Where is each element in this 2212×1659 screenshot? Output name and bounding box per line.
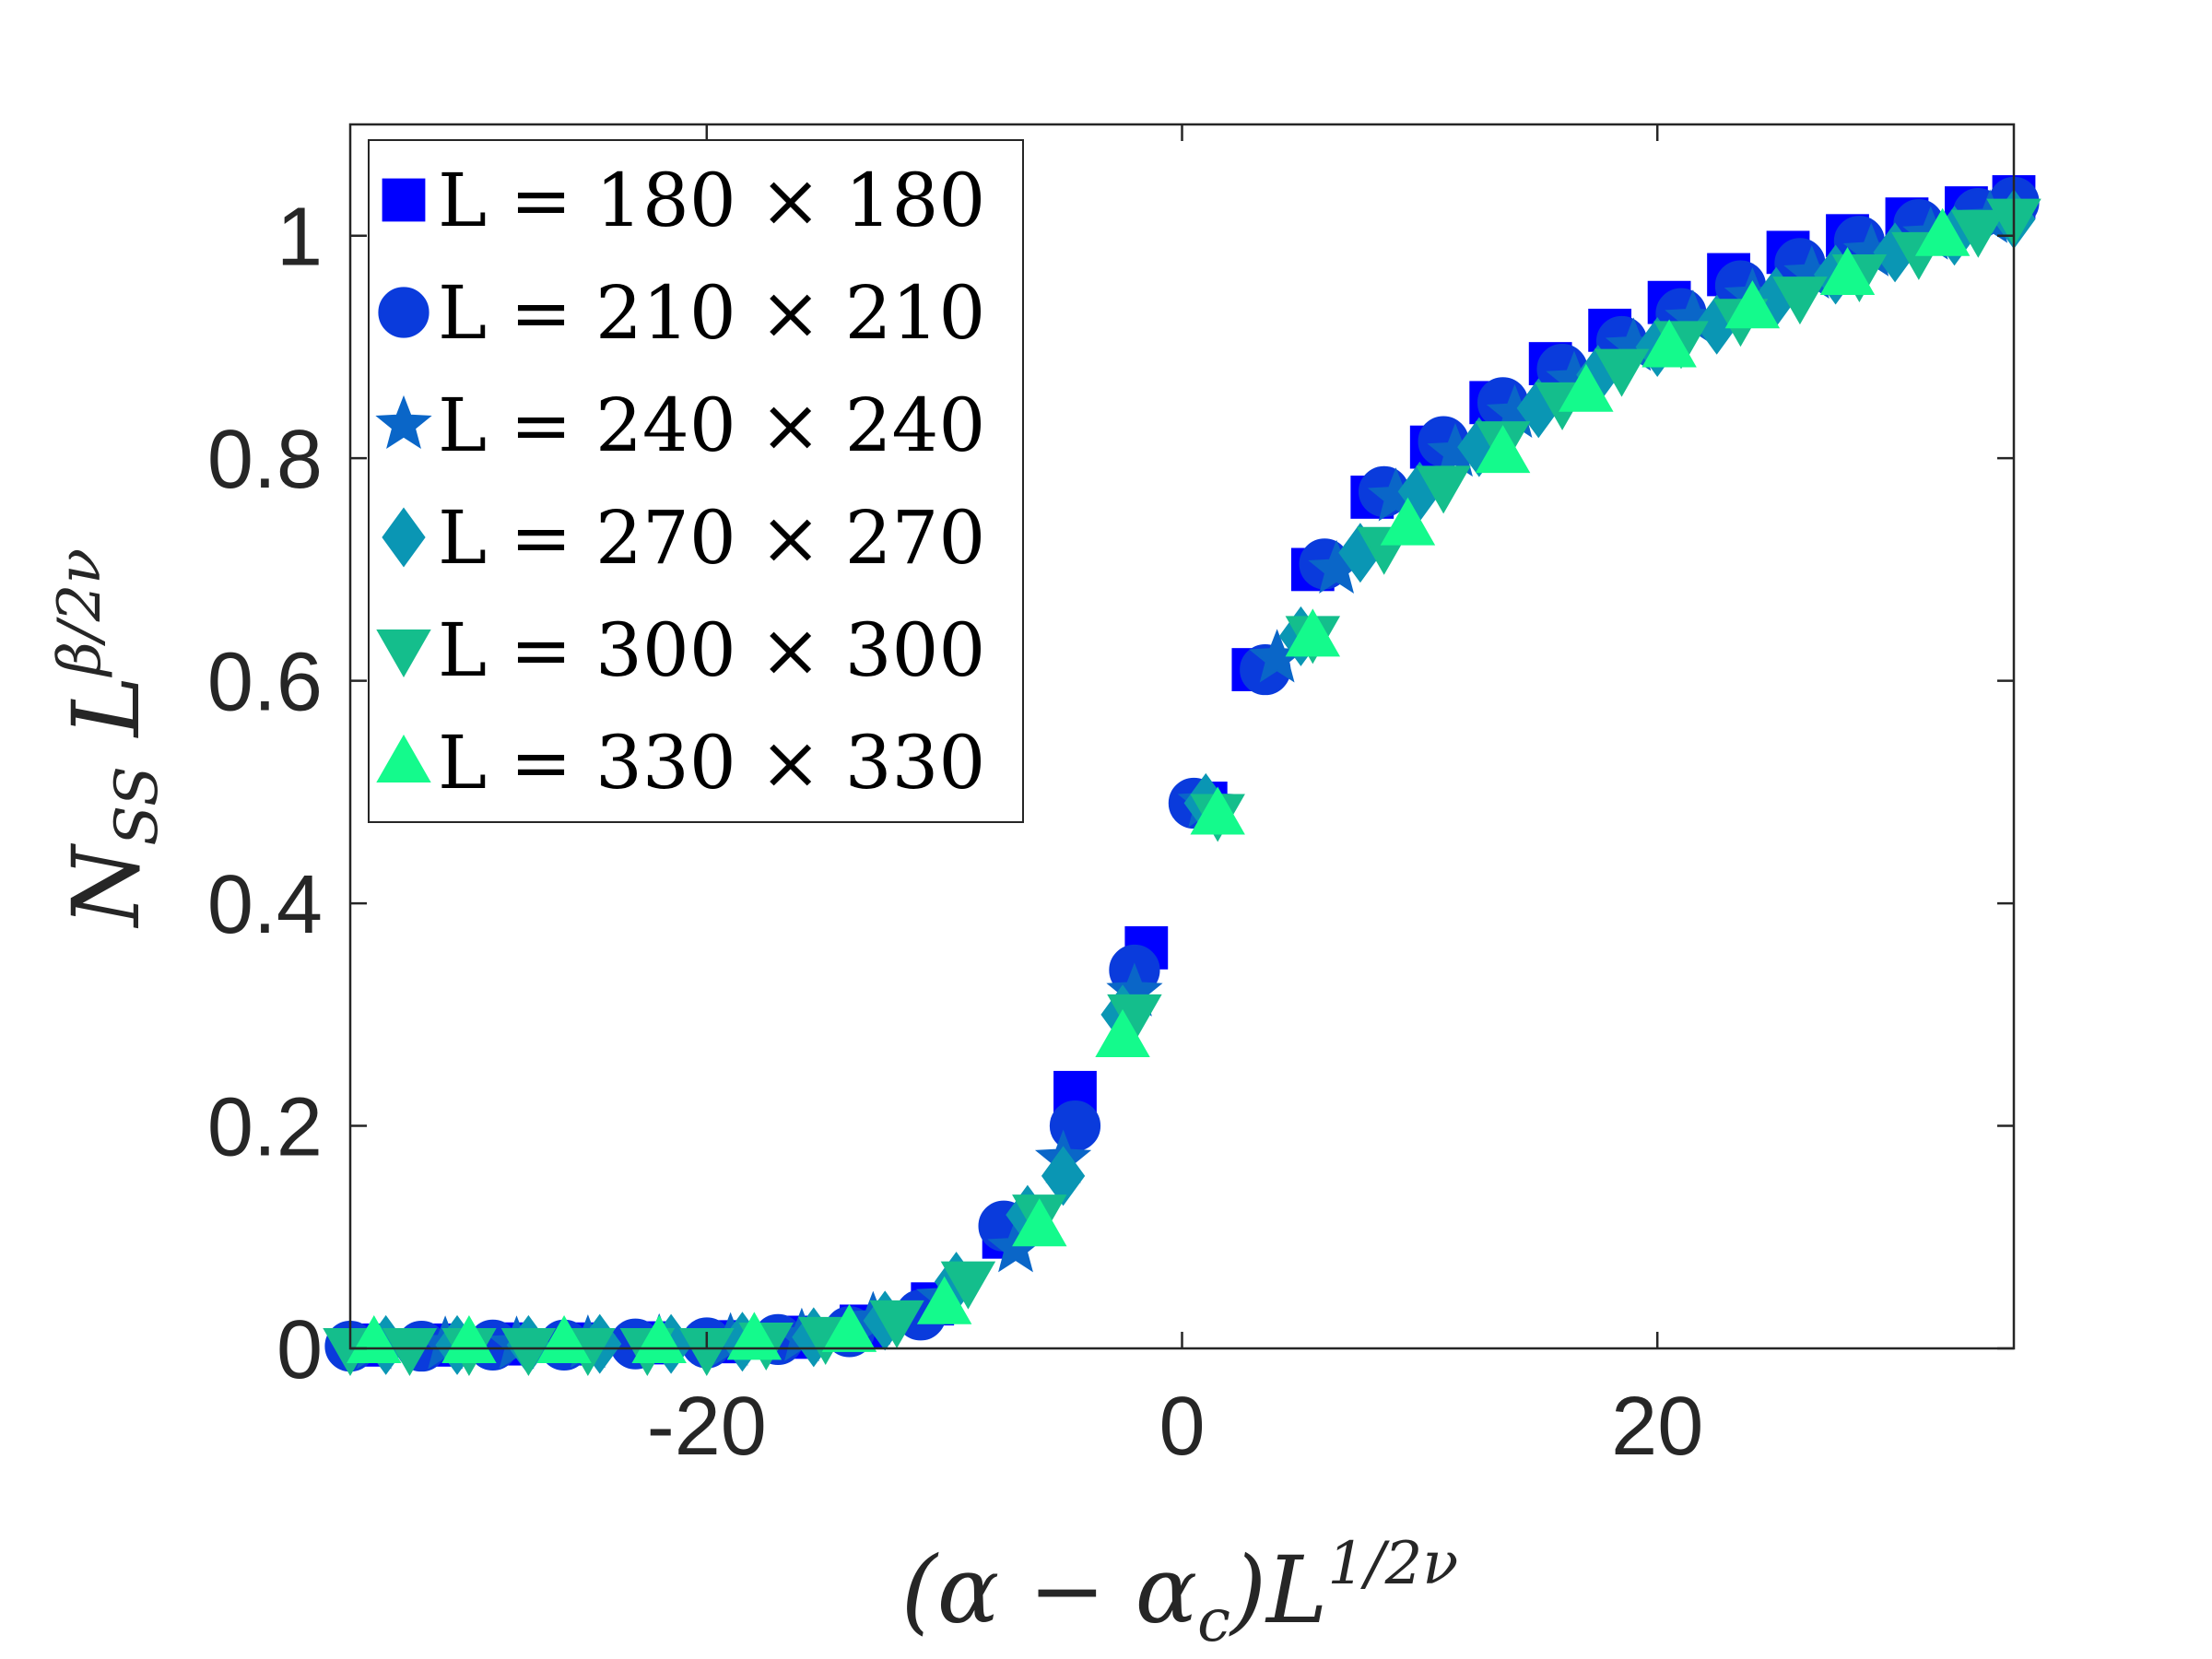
y-tick-label: 1 (276, 192, 323, 284)
data-point-circle (1049, 1100, 1101, 1152)
x-axis-label-close: )L (1229, 1536, 1327, 1644)
data-point-triangle-down (679, 1328, 735, 1377)
y-tick-label: 0.2 (207, 1082, 323, 1174)
y-axis-label-superscript: β/2ν (46, 548, 114, 677)
data-point-triangle-up (1914, 207, 1971, 256)
data-point-triangle-up (631, 1314, 687, 1363)
y-tick-label: 0.8 (207, 414, 323, 506)
x-axis-label-superscript: 1/2ν (1327, 1530, 1458, 1598)
data-point-triangle-up (1819, 246, 1876, 295)
x-axis-label: (α − αc)L1/2ν (901, 1530, 1459, 1655)
y-tick-label: 0.4 (207, 859, 323, 951)
data-point-triangle-up (347, 1314, 402, 1363)
legend-label: L = 270 × 270 (438, 495, 985, 581)
y-axis-label: NSS Lβ/2ν (46, 548, 171, 928)
data-point-diamond (1041, 1146, 1086, 1206)
data-point-triangle-up (1095, 1008, 1150, 1057)
legend-box (368, 139, 1024, 823)
data-point-triangle-up (1380, 497, 1436, 546)
legend: L = 180 × 180 L = 210 × 210 L = 240 × 240 L… (368, 139, 1024, 823)
data-point-triangle-up (1641, 319, 1697, 368)
data-point-triangle-up (916, 1276, 972, 1324)
y-axis-label-subscript: SS (103, 766, 171, 846)
y-tick-label: 0 (276, 1304, 323, 1396)
x-axis-label-main: (α − α (901, 1536, 1197, 1644)
svg-text:(α − αc)L1/2ν: (α − αc)L1/2ν (901, 1530, 1459, 1655)
data-point-triangle-up (1475, 425, 1531, 474)
data-point-triangle-down (940, 1261, 996, 1310)
series-6-markers (347, 207, 1971, 1363)
x-tick-label: -20 (647, 1381, 767, 1473)
x-tick-label: 20 (1611, 1381, 1703, 1473)
legend-label: L = 240 × 240 (438, 382, 985, 468)
data-markers (323, 175, 2041, 1377)
data-point-triangle-up (441, 1314, 497, 1363)
data-point-triangle-up (1285, 608, 1341, 657)
data-point-triangle-up (1012, 1198, 1067, 1247)
data-point-triangle-down (500, 1328, 557, 1377)
legend-marker-square (382, 178, 426, 222)
data-point-triangle-down (382, 1328, 438, 1377)
data-point-triangle-down (1416, 465, 1471, 514)
data-point-triangle-down (1772, 276, 1828, 325)
y-tick-label: 0.6 (207, 637, 323, 729)
x-axis-label-subscript: c (1197, 1587, 1230, 1655)
data-point-triangle-up (536, 1314, 592, 1363)
legend-marker-triangle-down (376, 629, 431, 678)
data-point-triangle-up (821, 1303, 877, 1352)
legend-label: L = 300 × 300 (438, 607, 985, 693)
y-axis-label-mid: L (53, 676, 160, 766)
data-point-triangle-down (1950, 209, 2006, 258)
legend-label: L = 180 × 180 (438, 158, 985, 243)
legend-marker-diamond (382, 507, 426, 568)
legend-label: L = 210 × 210 (438, 270, 985, 356)
legend-marker-circle (378, 287, 429, 338)
data-point-triangle-up (1724, 280, 1781, 329)
data-point-triangle-down (1594, 348, 1650, 397)
x-tick-label: 0 (1159, 1381, 1205, 1473)
data-point-triangle-down (869, 1300, 924, 1348)
y-axis-label-main: N (53, 842, 160, 928)
axis-ticks: -20 0 20 0 0.2 0.4 0.6 0.8 1 (207, 124, 2014, 1473)
data-point-triangle-up (1559, 363, 1614, 412)
legend-marker-star (375, 394, 432, 450)
svg-text:NSS Lβ/2ν: NSS Lβ/2ν (46, 548, 171, 928)
data-point-triangle-up (1190, 786, 1245, 835)
legend-label: L = 330 × 330 (438, 720, 985, 806)
legend-marker-triangle-up (376, 734, 431, 782)
